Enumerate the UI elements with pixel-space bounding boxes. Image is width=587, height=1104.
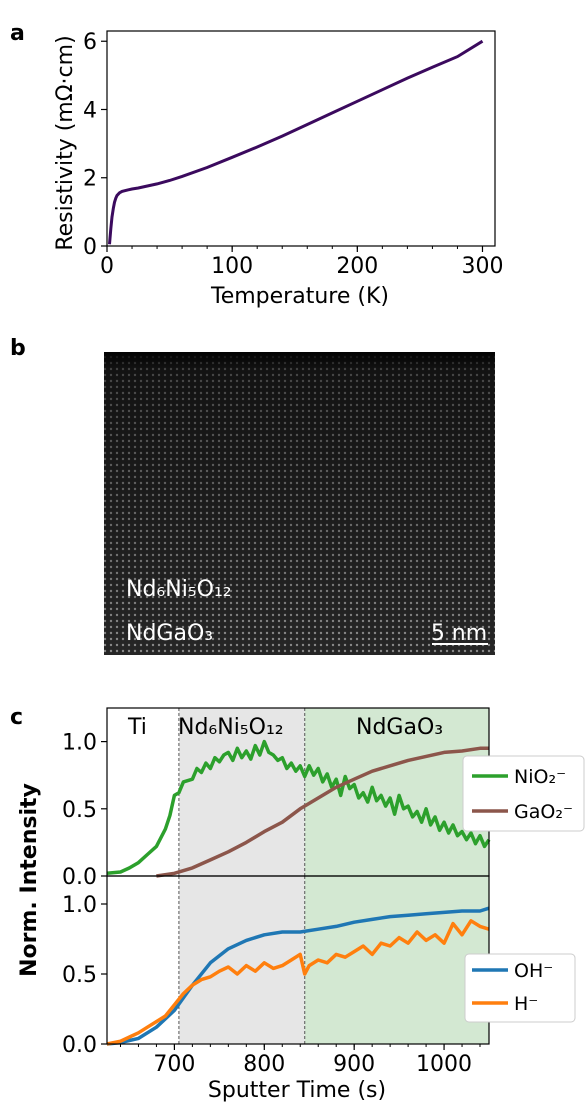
y-tick-label: 0.5 (62, 798, 97, 823)
region-band-bottom (304, 876, 489, 1044)
panel-label-c: c (10, 705, 23, 730)
resistivity-series-line (108, 39, 484, 245)
legend-gao2-label: GaO₂⁻ (514, 801, 573, 823)
x-tick-label: 1000 (416, 1052, 472, 1077)
legend-oh-label: OH⁻ (514, 960, 553, 982)
y-tick-label: 0 (83, 235, 97, 260)
y-tick-label: 4 (83, 98, 97, 123)
film-label: Nd₆Ni₅O₁₂ (126, 577, 232, 602)
panel-label-a: a (10, 21, 25, 46)
y-tick-label: 0.0 (62, 1033, 97, 1058)
series-line-bottom-0 (106, 906, 490, 1046)
substrate-label: NdGaO₃ (126, 621, 213, 646)
region-band-bottom (107, 876, 179, 1044)
legend-nio2-label: NiO₂⁻ (514, 766, 566, 788)
resistivity-x-axis-label: Temperature (K) (210, 284, 389, 309)
series-line-top-0 (106, 739, 491, 876)
x-tick-label: 800 (243, 1052, 285, 1077)
y-tick-label: 0.5 (62, 963, 97, 988)
y-tick-label: 1.0 (62, 893, 97, 918)
y-tick-label: 2 (83, 167, 97, 192)
legend-bottom: OH⁻ H⁻ (464, 953, 576, 1023)
intensity-y-axis-label: Norm. Intensity (17, 783, 42, 977)
x-tick-label: 300 (461, 254, 503, 279)
x-tick-label: 0 (100, 254, 114, 279)
y-tick-label: 0.0 (62, 865, 97, 890)
sims-depth-profile-chart: 0.0 0.5 1.0 0.0 0.5 1.0 700 800 900 1000 Ti Nd₆Ni… (17, 707, 585, 1103)
x-tick-label: 700 (153, 1052, 195, 1077)
y-tick-label: 6 (83, 30, 97, 55)
stem-image-shading (104, 352, 495, 655)
region-band-top (178, 708, 305, 876)
sputter-x-axis-label: Sputter Time (s) (208, 1078, 386, 1103)
series-line-top-1 (156, 746, 489, 878)
scale-bar-label: 5 nm (431, 621, 487, 646)
resistivity-plot-frame (106, 30, 496, 247)
region-band-top (304, 708, 489, 876)
legend-h-label: H⁻ (514, 993, 538, 1015)
x-tick-label: 200 (336, 254, 378, 279)
region-band-top (107, 708, 179, 876)
x-tick-label: 900 (333, 1052, 375, 1077)
y-tick-label: 1.0 (62, 731, 97, 756)
series-line-bottom-1 (106, 919, 490, 1046)
region-label-ti: Ti (127, 715, 147, 740)
legend-top: NiO₂⁻ GaO₂⁻ (462, 755, 585, 832)
resistivity-y-axis-label: Resistivity (mΩ·cm) (53, 35, 78, 250)
panel-label-b: b (10, 336, 26, 361)
region-label-substrate: NdGaO₃ (356, 715, 443, 740)
region-label-film: Nd₆Ni₅O₁₂ (178, 715, 284, 740)
stem-image-panel: Nd₆Ni₅O₁₂ NdGaO₃ 5 nm (104, 352, 495, 655)
region-band-bottom (178, 876, 305, 1044)
x-tick-label: 100 (211, 254, 253, 279)
resistivity-chart: 0 100 200 300 0 2 4 6 Temperature (K) Resistivi… (53, 30, 503, 309)
